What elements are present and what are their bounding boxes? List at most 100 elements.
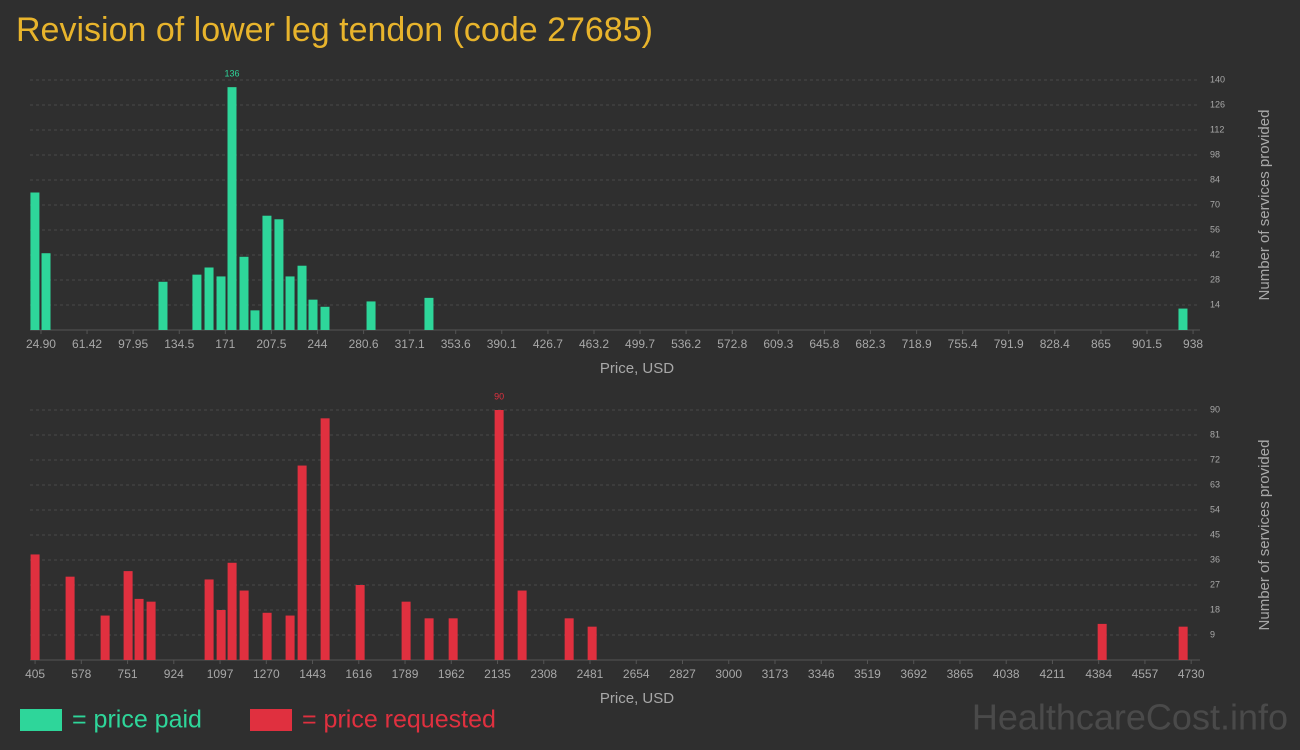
x-tick-label: 751: [118, 667, 138, 681]
x-tick-label: 1097: [207, 667, 234, 681]
x-tick-label: 1270: [253, 667, 280, 681]
x-tick-label: 134.5: [164, 337, 194, 351]
bar: [65, 576, 75, 660]
x-tick-label: 2654: [623, 667, 650, 681]
bar: [204, 579, 214, 660]
bar: [320, 418, 330, 660]
x-tick-label: 4557: [1132, 667, 1159, 681]
x-tick-label: 405: [25, 667, 45, 681]
bar: [204, 267, 214, 330]
bar: [1178, 626, 1188, 660]
bar: [424, 618, 434, 660]
y-tick-label: 72: [1210, 454, 1220, 464]
bar: [100, 615, 110, 660]
bar: [366, 301, 376, 330]
bar: [297, 265, 307, 330]
x-tick-label: 2481: [577, 667, 604, 681]
bar: [1178, 308, 1188, 330]
data-label: 136: [224, 69, 239, 79]
bar: [355, 585, 365, 660]
x-tick-label: 499.7: [625, 337, 655, 351]
y-tick-label: 9: [1210, 629, 1215, 639]
y-tick-label: 54: [1210, 504, 1220, 514]
x-tick-label: 97.95: [118, 337, 148, 351]
y-tick-label: 56: [1210, 224, 1220, 234]
x-tick-label: 463.2: [579, 337, 609, 351]
bar: [262, 612, 272, 660]
y-tick-label: 45: [1210, 529, 1220, 539]
legend-swatch: [250, 709, 292, 731]
bar: [146, 601, 156, 660]
data-label: 90: [494, 391, 504, 401]
legend-swatch: [20, 709, 62, 731]
bar: [494, 410, 504, 660]
x-tick-label: 3000: [715, 667, 742, 681]
bar: [320, 306, 330, 330]
bar: [158, 281, 168, 330]
y-tick-label: 98: [1210, 149, 1220, 159]
x-axis-label: Price, USD: [600, 360, 674, 377]
x-tick-label: 3692: [900, 667, 927, 681]
bar: [285, 615, 295, 660]
x-tick-label: 901.5: [1132, 337, 1162, 351]
bar: [401, 601, 411, 660]
bar: [192, 274, 202, 330]
x-tick-label: 244: [307, 337, 327, 351]
y-tick-label: 81: [1210, 429, 1220, 439]
y-tick-label: 28: [1210, 274, 1220, 284]
x-tick-label: 1616: [345, 667, 372, 681]
y-tick-label: 42: [1210, 249, 1220, 259]
y-tick-label: 70: [1210, 199, 1220, 209]
x-tick-label: 280.6: [349, 337, 379, 351]
y-tick-label: 140: [1210, 74, 1225, 84]
x-tick-label: 171: [215, 337, 235, 351]
x-tick-label: 938: [1183, 337, 1203, 351]
bar: [1097, 623, 1107, 660]
x-tick-label: 3346: [808, 667, 835, 681]
x-tick-label: 2135: [484, 667, 511, 681]
x-tick-label: 3173: [762, 667, 789, 681]
x-tick-label: 645.8: [809, 337, 839, 351]
bar: [424, 297, 434, 330]
bar: [239, 256, 249, 330]
bar: [587, 626, 597, 660]
bar: [517, 590, 527, 660]
bar: [216, 276, 226, 330]
x-tick-label: 578: [71, 667, 91, 681]
y-tick-label: 18: [1210, 604, 1220, 614]
bar: [30, 192, 40, 330]
x-tick-label: 24.90: [26, 337, 56, 351]
x-tick-label: 3865: [947, 667, 974, 681]
y-tick-label: 14: [1210, 299, 1220, 309]
y-axis-label: Number of services provided: [1256, 110, 1273, 301]
bar: [308, 299, 318, 330]
y-tick-label: 27: [1210, 579, 1220, 589]
bar: [239, 590, 249, 660]
x-tick-label: 4211: [1040, 667, 1066, 681]
x-tick-label: 353.6: [441, 337, 471, 351]
bar: [41, 253, 51, 330]
bar: [30, 554, 40, 660]
legend-label: = price paid: [72, 706, 202, 734]
chart-title: Revision of lower leg tendon (code 27685…: [16, 11, 653, 49]
x-tick-label: 718.9: [902, 337, 932, 351]
x-tick-label: 2308: [530, 667, 557, 681]
x-tick-label: 426.7: [533, 337, 563, 351]
bar: [448, 618, 458, 660]
x-tick-label: 1443: [299, 667, 326, 681]
x-tick-label: 924: [164, 667, 184, 681]
bar: [274, 219, 284, 330]
y-tick-label: 36: [1210, 554, 1220, 564]
x-tick-label: 536.2: [671, 337, 701, 351]
x-tick-label: 609.3: [763, 337, 793, 351]
x-tick-label: 4384: [1085, 667, 1112, 681]
x-tick-label: 865: [1091, 337, 1111, 351]
bar: [564, 618, 574, 660]
x-tick-label: 791.9: [994, 337, 1024, 351]
x-tick-label: 4730: [1178, 667, 1205, 681]
y-tick-label: 112: [1210, 124, 1224, 134]
x-tick-label: 317.1: [395, 337, 425, 351]
bar: [227, 562, 237, 660]
bar: [262, 215, 272, 330]
y-tick-label: 63: [1210, 479, 1220, 489]
